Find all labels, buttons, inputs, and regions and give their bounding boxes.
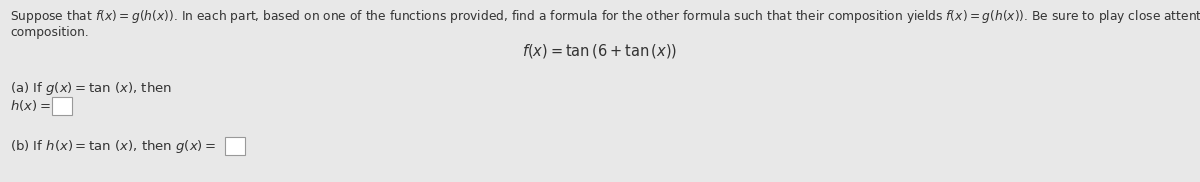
Text: $h(x) =$: $h(x) =$: [10, 98, 50, 113]
Text: (b) If $h(x) = \tan\,(x)$, then $g(x) =$: (b) If $h(x) = \tan\,(x)$, then $g(x) =$: [10, 138, 216, 155]
Text: composition.: composition.: [10, 26, 89, 39]
Text: Suppose that $f(x) = g(h(x))$. In each part, based on one of the functions provi: Suppose that $f(x) = g(h(x))$. In each p…: [10, 8, 1200, 25]
Text: $f(x) = \tan\left(6 + \tan\left(x\right)\right)$: $f(x) = \tan\left(6 + \tan\left(x\right)…: [522, 42, 678, 60]
FancyBboxPatch shape: [52, 97, 72, 115]
Text: (a) If $g(x) = \tan\,(x)$, then: (a) If $g(x) = \tan\,(x)$, then: [10, 80, 172, 97]
FancyBboxPatch shape: [226, 137, 245, 155]
